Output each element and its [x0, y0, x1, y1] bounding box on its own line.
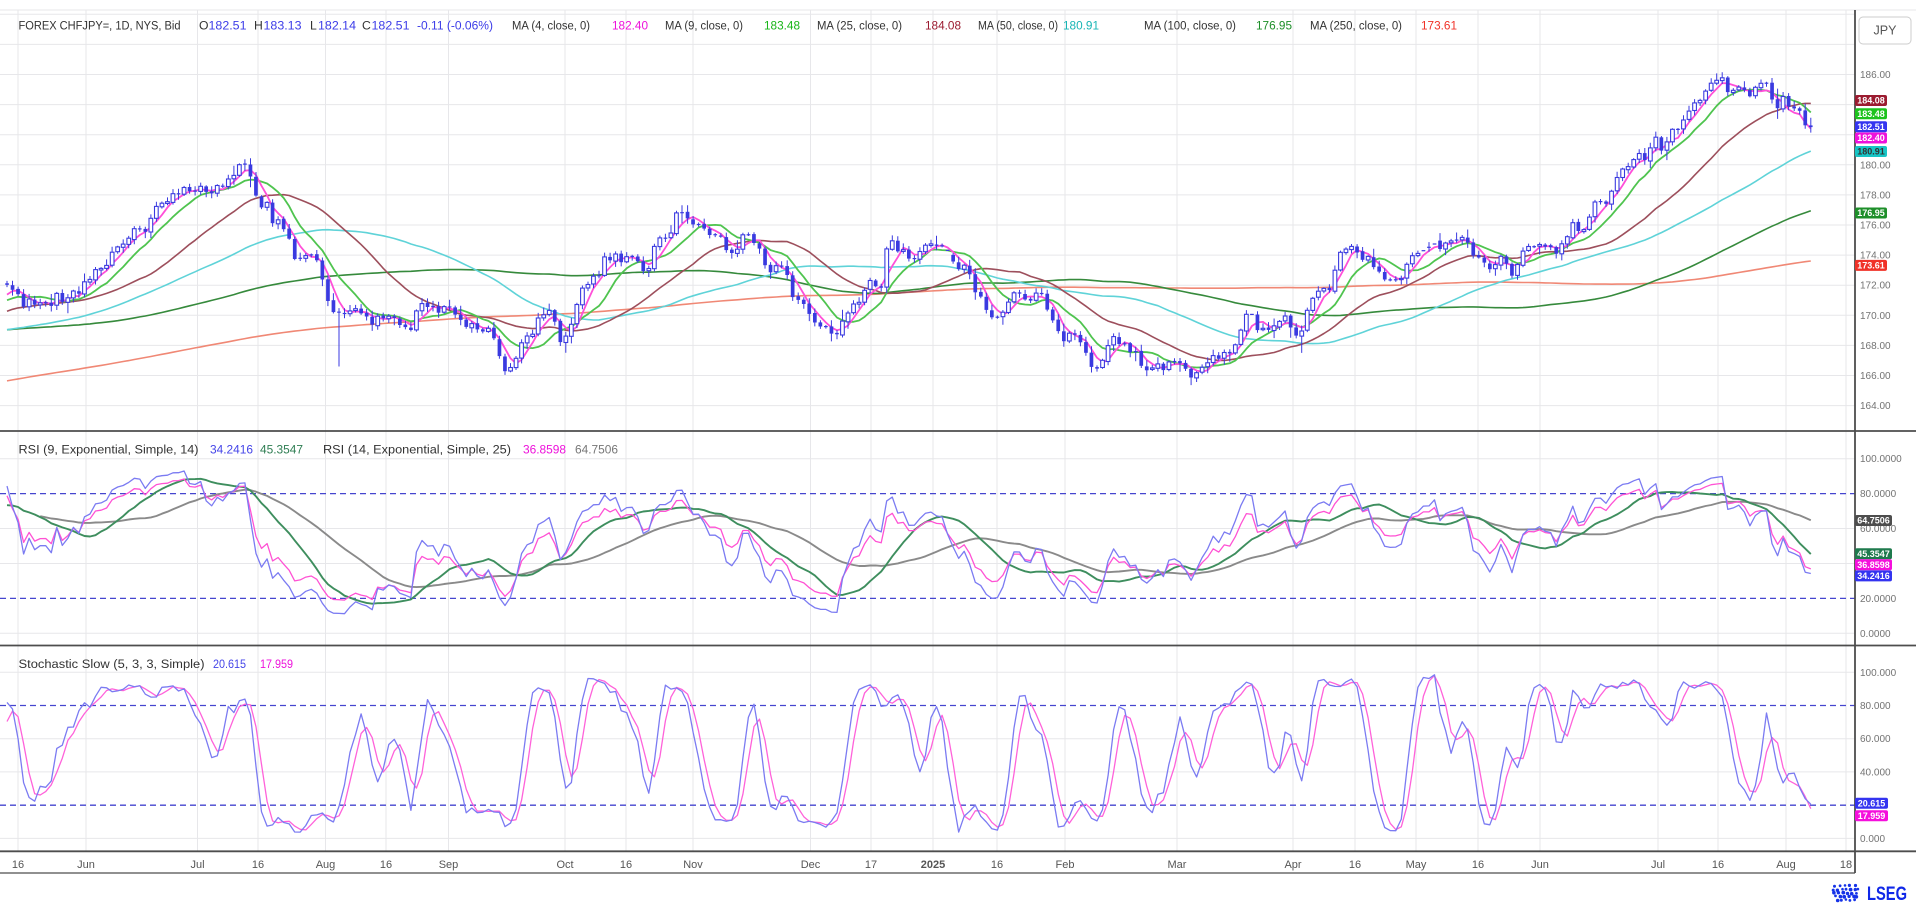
svg-text:184.08: 184.08	[925, 19, 961, 33]
svg-text:2025: 2025	[921, 859, 945, 871]
svg-text:LSEG: LSEG	[1867, 884, 1907, 905]
svg-text:FOREX CHFJPY=, 1D, NYS, Bid: FOREX CHFJPY=, 1D, NYS, Bid	[19, 19, 181, 33]
svg-text:O: O	[199, 19, 208, 33]
svg-text:Mar: Mar	[1168, 859, 1187, 871]
svg-text:Feb: Feb	[1056, 859, 1075, 871]
svg-text:-0.11 (-0.06%): -0.11 (-0.06%)	[417, 19, 493, 33]
svg-text:168.00: 168.00	[1860, 341, 1891, 352]
svg-text:45.3547: 45.3547	[1857, 549, 1890, 559]
svg-text:Aug: Aug	[1776, 859, 1796, 871]
svg-text:173.61: 173.61	[1857, 261, 1885, 271]
svg-text:16: 16	[1472, 859, 1484, 871]
svg-text:182.40: 182.40	[612, 19, 648, 33]
svg-text:Apr: Apr	[1284, 859, 1301, 871]
svg-text:176.95: 176.95	[1256, 19, 1292, 33]
svg-text:Oct: Oct	[556, 859, 573, 871]
svg-text:Jul: Jul	[1651, 859, 1665, 871]
svg-text:170.00: 170.00	[1860, 311, 1891, 322]
svg-text:MA (9, close, 0): MA (9, close, 0)	[665, 19, 743, 33]
svg-text:178.00: 178.00	[1860, 190, 1891, 201]
svg-text:60.0000: 60.0000	[1860, 524, 1897, 535]
svg-text:64.7506: 64.7506	[575, 443, 618, 457]
svg-text:183.13: 183.13	[264, 19, 302, 33]
svg-text:182.51: 182.51	[1857, 122, 1885, 132]
svg-text:100.000: 100.000	[1860, 668, 1897, 679]
svg-text:Jun: Jun	[77, 859, 95, 871]
svg-text:18: 18	[1840, 859, 1852, 871]
svg-text:176.00: 176.00	[1860, 221, 1891, 232]
svg-text:80.000: 80.000	[1860, 701, 1891, 712]
svg-text:MA (4, close, 0): MA (4, close, 0)	[512, 19, 590, 33]
svg-text:80.0000: 80.0000	[1860, 489, 1897, 500]
svg-text:Stochastic Slow (5, 3, 3, Simp: Stochastic Slow (5, 3, 3, Simple)	[19, 657, 205, 671]
svg-text:36.8598: 36.8598	[523, 443, 566, 457]
svg-text:36.8598: 36.8598	[1857, 560, 1890, 570]
svg-text:20.0000: 20.0000	[1860, 594, 1897, 605]
svg-text:17.959: 17.959	[1858, 811, 1886, 821]
svg-text:Jun: Jun	[1531, 859, 1549, 871]
svg-text:C: C	[362, 19, 371, 33]
svg-text:0.000: 0.000	[1860, 834, 1885, 845]
svg-text:JPY: JPY	[1874, 24, 1898, 38]
svg-text:RSI (14, Exponential, Simple,: RSI (14, Exponential, Simple, 25)	[323, 443, 511, 457]
svg-text:MA (250, close, 0): MA (250, close, 0)	[1310, 19, 1402, 33]
svg-text:64.7506: 64.7506	[1857, 516, 1890, 526]
svg-text:16: 16	[991, 859, 1003, 871]
svg-text:172.00: 172.00	[1860, 281, 1891, 292]
svg-text:May: May	[1406, 859, 1427, 871]
svg-text:100.0000: 100.0000	[1860, 454, 1902, 465]
svg-text:16: 16	[380, 859, 392, 871]
svg-text:184.08: 184.08	[1857, 96, 1885, 106]
svg-text:176.95: 176.95	[1857, 208, 1885, 218]
svg-text:16: 16	[1712, 859, 1724, 871]
svg-text:MA (25, close, 0): MA (25, close, 0)	[817, 19, 902, 33]
svg-text:182.40: 182.40	[1857, 133, 1885, 143]
svg-text:17.959: 17.959	[260, 657, 293, 671]
svg-text:Sep: Sep	[439, 859, 459, 871]
svg-text:182.51: 182.51	[209, 19, 247, 33]
svg-text:16: 16	[252, 859, 264, 871]
svg-text:164.00: 164.00	[1860, 401, 1891, 412]
svg-text:34.2416: 34.2416	[1857, 571, 1890, 581]
svg-text:Dec: Dec	[801, 859, 821, 871]
svg-text:L: L	[310, 19, 317, 33]
svg-text:186.00: 186.00	[1860, 70, 1891, 81]
svg-text:MA (50, close, 0): MA (50, close, 0)	[978, 19, 1058, 33]
svg-text:H: H	[254, 19, 263, 33]
svg-text:45.3547: 45.3547	[260, 443, 303, 457]
svg-text:20.615: 20.615	[213, 657, 246, 671]
svg-text:Aug: Aug	[316, 859, 336, 871]
svg-text:16: 16	[620, 859, 632, 871]
svg-text:40.000: 40.000	[1860, 767, 1891, 778]
svg-text:180.91: 180.91	[1063, 19, 1099, 33]
svg-text:183.48: 183.48	[1857, 109, 1885, 119]
svg-text:Nov: Nov	[683, 859, 703, 871]
svg-text:180.91: 180.91	[1857, 147, 1885, 157]
svg-text:16: 16	[12, 859, 24, 871]
svg-text:182.51: 182.51	[372, 19, 410, 33]
svg-text:173.61: 173.61	[1421, 19, 1457, 33]
svg-text:34.2416: 34.2416	[210, 443, 253, 457]
svg-text:Jul: Jul	[190, 859, 204, 871]
svg-text:174.00: 174.00	[1860, 251, 1891, 262]
svg-text:182.14: 182.14	[318, 19, 356, 33]
svg-text:RSI (9, Exponential, Simple, 1: RSI (9, Exponential, Simple, 14)	[19, 443, 199, 457]
svg-text:166.00: 166.00	[1860, 371, 1891, 382]
svg-text:180.00: 180.00	[1860, 160, 1891, 171]
svg-text:60.000: 60.000	[1860, 734, 1891, 745]
svg-text:17: 17	[865, 859, 877, 871]
svg-text:20.615: 20.615	[1858, 799, 1886, 809]
svg-text:16: 16	[1349, 859, 1361, 871]
svg-text:183.48: 183.48	[764, 19, 800, 33]
svg-text:MA (100, close, 0): MA (100, close, 0)	[1144, 19, 1236, 33]
svg-text:0.0000: 0.0000	[1860, 629, 1891, 640]
